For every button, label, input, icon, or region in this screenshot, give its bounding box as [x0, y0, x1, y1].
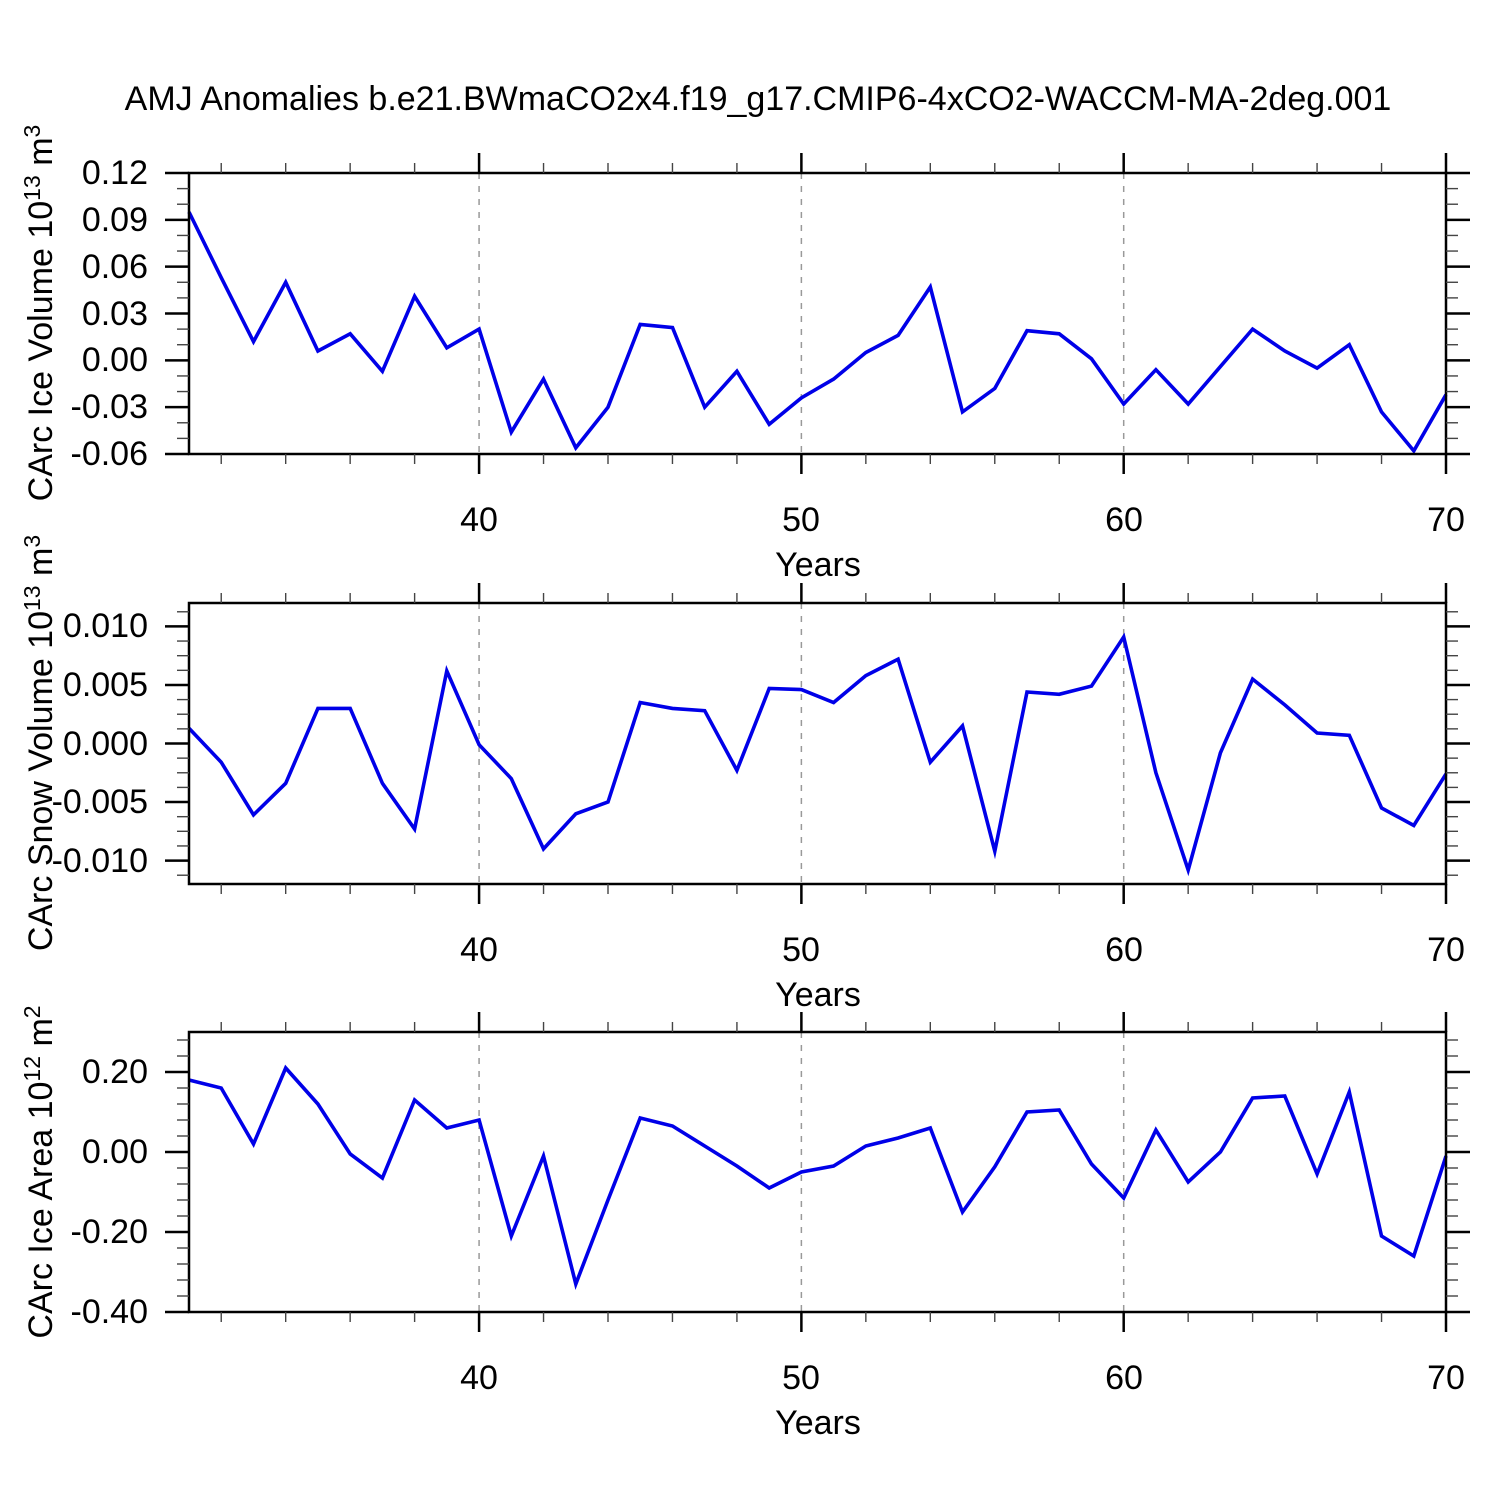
x-axis-label-years-middle: Years — [775, 976, 861, 1014]
series-line-carc-ice-area — [188, 1064, 1448, 1290]
x-tick-label: 40 — [460, 1359, 498, 1397]
axis-box — [187, 601, 1448, 886]
x-tick-label: 70 — [1427, 931, 1465, 969]
y-tick-label: -0.005 — [51, 783, 148, 821]
y-axis-label-unit-exponent: 3 — [18, 124, 45, 138]
x-tick-label: 40 — [460, 501, 498, 539]
x-tick-label: 60 — [1105, 501, 1143, 539]
y-tick-label: 0.005 — [62, 666, 148, 704]
axis-box — [187, 171, 1448, 456]
y-tick-label: 0.000 — [62, 725, 148, 763]
y-tick-label: 0.010 — [62, 607, 148, 645]
y-tick-label: 0.00 — [81, 341, 148, 379]
y-tick-label: 0.09 — [81, 201, 148, 239]
y-axis-label-unit-exponent: 2 — [18, 1005, 45, 1019]
y-tick-label: -0.010 — [51, 842, 148, 880]
x-tick-label: 50 — [782, 1359, 820, 1397]
y-tick-label: 0.00 — [81, 1133, 148, 1171]
x-tick-label: 50 — [782, 501, 820, 539]
y-tick-label: 0.06 — [81, 248, 148, 286]
y-tick-label: -0.20 — [70, 1213, 149, 1251]
chart-title: AMJ Anomalies b.e21.BWmaCO2x4.f19_g17.CM… — [124, 80, 1392, 118]
x-tick-label: 70 — [1427, 1359, 1465, 1397]
y-tick-label: 0.20 — [81, 1053, 148, 1091]
y-tick-label: -0.06 — [70, 435, 149, 473]
x-tick-label: 40 — [460, 931, 498, 969]
axis-box — [187, 1030, 1448, 1314]
x-axis-label-years-bottom: Years — [775, 1404, 861, 1442]
x-tick-label: 70 — [1427, 501, 1465, 539]
y-axis-label-unit: m — [22, 547, 61, 586]
y-tick-label: -0.03 — [70, 388, 149, 426]
series-line-carc-ice-volume — [187, 211, 1448, 455]
x-tick-label: 50 — [782, 931, 820, 969]
y-axis-label-unit-exponent: 3 — [18, 534, 45, 548]
series-line-carc-snow-volume — [187, 632, 1448, 877]
x-tick-label: 60 — [1105, 1359, 1143, 1397]
x-tick-label: 60 — [1105, 931, 1143, 969]
y-axis-label-unit: m — [22, 1018, 61, 1056]
y-tick-label: 0.03 — [81, 295, 148, 333]
y-tick-label: -0.40 — [70, 1293, 149, 1331]
y-tick-label: 0.12 — [81, 154, 148, 192]
x-axis-label-years-top: Years — [775, 546, 861, 584]
